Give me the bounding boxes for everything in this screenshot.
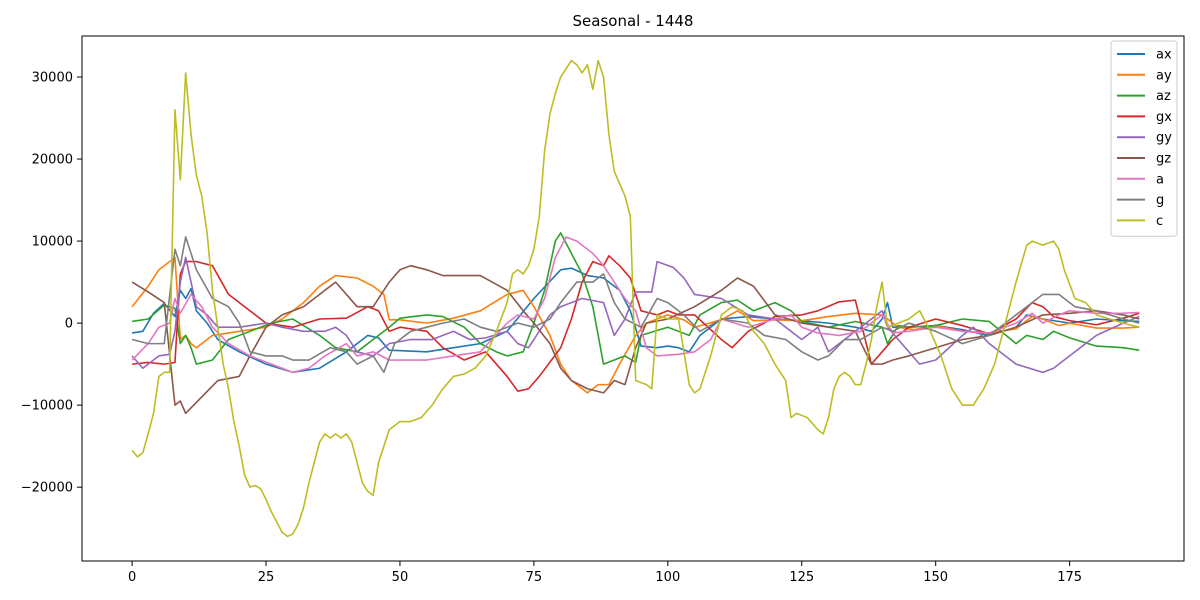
series-line-gz [131, 264, 1140, 415]
plot-frame [81, 35, 1185, 562]
y-tick-label: 20000 [32, 153, 73, 168]
y-tick-label: 0 [65, 317, 73, 332]
x-axis: 0 25 50 75 100 125 150 175 [128, 561, 1082, 585]
legend-label-gx: gx [1156, 110, 1172, 125]
x-tick-label: 100 [655, 570, 680, 585]
series-line-gy [131, 256, 1140, 374]
series-line-c [131, 59, 1140, 538]
legend-label-gz: gz [1156, 152, 1171, 167]
y-tick-label: −10000 [21, 399, 73, 414]
legend-label-gy: gy [1156, 131, 1172, 146]
chart-title: Seasonal - 1448 [573, 12, 694, 30]
series-line-gx [132, 255, 1140, 392]
y-tick-label: 10000 [32, 235, 73, 250]
x-tick-label: 175 [1057, 570, 1082, 585]
legend-label-a: a [1156, 172, 1164, 187]
legend: ax ay az gx gy gz agc [1110, 40, 1178, 237]
legend-label-g: g [1156, 193, 1164, 208]
y-axis: −20000 −10000 0 10000 20000 30000 [21, 71, 82, 496]
series-line-a [131, 236, 1140, 374]
x-tick-label: 50 [392, 570, 409, 585]
series-lines [131, 59, 1140, 538]
series-line-g [131, 236, 1140, 374]
x-tick-label: 125 [789, 570, 814, 585]
x-tick-label: 25 [258, 570, 275, 585]
x-tick-label: 150 [923, 570, 948, 585]
legend-label-c: c [1156, 214, 1163, 229]
x-tick-label: 75 [526, 570, 543, 585]
series-line-ay [131, 256, 1140, 394]
legend-box [1110, 40, 1178, 237]
x-tick-label: 0 [128, 570, 136, 585]
y-tick-label: −20000 [21, 481, 73, 496]
y-tick-label: 30000 [32, 71, 73, 86]
plot-area [81, 35, 1185, 562]
legend-label-az: az [1156, 89, 1171, 104]
legend-label-ax: ax [1156, 48, 1172, 63]
legend-label-ay: ay [1156, 68, 1172, 83]
